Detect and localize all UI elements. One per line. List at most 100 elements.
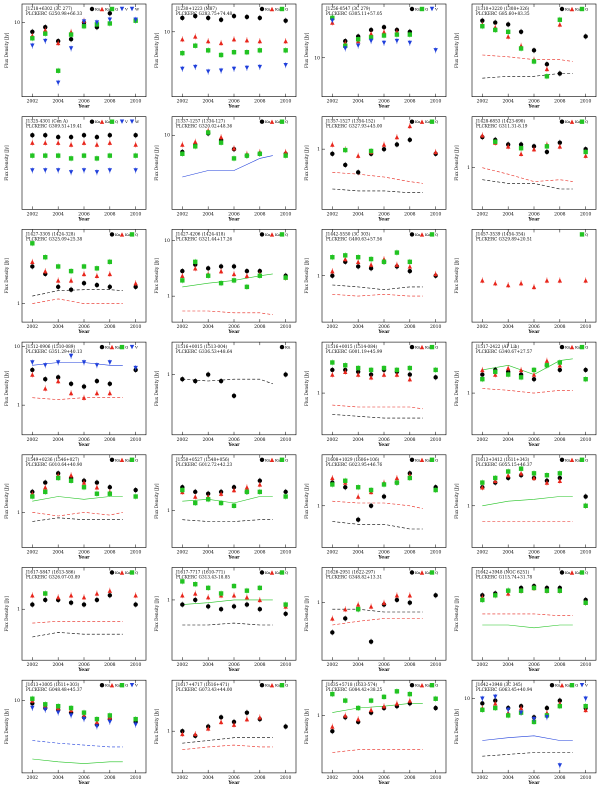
data-point-ka <box>330 616 335 621</box>
y-axis-label: Flux Density [Jy] <box>154 32 159 68</box>
x-tick-label: 2006 <box>528 99 540 105</box>
data-point-ku <box>30 367 35 373</box>
data-point-q <box>244 50 250 55</box>
y-tick-label: 1 <box>17 301 20 307</box>
data-point-ka <box>343 256 348 262</box>
source-id: PLCKERC G023.95+46.76 <box>326 462 383 467</box>
source-name: J1218+6302 (3C 277) <box>25 6 73 11</box>
legend-label-ku: Ku <box>265 457 271 462</box>
data-point-ka <box>133 593 138 598</box>
legend-marker-q <box>569 683 575 688</box>
model-curve <box>182 310 273 315</box>
data-point-v <box>81 360 87 365</box>
x-tick-label: 2010 <box>580 775 592 781</box>
data-point-v <box>505 707 511 713</box>
data-point-ku <box>557 367 563 373</box>
data-point-v <box>43 168 48 173</box>
data-point-ku <box>193 597 198 603</box>
data-point-q <box>394 367 400 373</box>
data-point-ka <box>531 475 537 481</box>
y-tick-label: 1 <box>317 147 320 153</box>
legend-label-q: Q <box>585 570 589 575</box>
panel-18: Flux Density [Jy] 1 2002 2004 2006 2008 2010 Ye… <box>154 454 297 561</box>
y-axis-label: Flux Density [Jy] <box>454 596 459 632</box>
x-tick-label: 2006 <box>228 437 240 443</box>
legend-label-ka: Ka <box>425 457 431 462</box>
data-point-ka <box>193 731 198 737</box>
data-point-q <box>283 153 288 158</box>
y-axis-label: Flux Density [Jy] <box>304 596 309 632</box>
legend-label-ka: Ka <box>115 345 121 350</box>
x-tick-label: 2010 <box>280 550 292 556</box>
data-point-ku <box>68 287 74 292</box>
y-tick-label: 1 <box>467 165 470 171</box>
legend-label-q: Q <box>435 119 439 124</box>
source-name: J1642+3948 (NGC 6251) <box>475 570 530 575</box>
data-point-ku <box>133 133 138 138</box>
legend-label-ku: Ku <box>565 570 571 575</box>
legend-label-ku: Ku <box>565 119 571 124</box>
data-point-ku <box>43 376 48 382</box>
y-axis-label: Flux Density [Jy] <box>4 709 9 745</box>
data-point-q <box>30 36 35 41</box>
source-name: J1626-2951 (1622-297) <box>325 570 375 575</box>
legend-marker-ka <box>99 119 105 124</box>
x-tick-label: 2008 <box>104 437 116 443</box>
x-tick-label: 2010 <box>430 324 442 330</box>
y-axis-label: Flux Density [Jy] <box>304 709 309 745</box>
data-point-q <box>557 588 563 593</box>
legend-marker-ka <box>419 344 425 350</box>
x-tick-label: 2004 <box>52 775 64 781</box>
data-point-ku <box>94 282 100 288</box>
data-point-ka <box>193 591 198 596</box>
data-point-ka <box>218 40 224 46</box>
data-point-q <box>407 32 413 37</box>
data-point-q <box>55 703 61 709</box>
x-axis-label: Year <box>377 104 390 110</box>
data-point-q <box>505 713 511 718</box>
legend-marker-q <box>109 119 115 124</box>
legend-marker-ka <box>569 6 575 12</box>
source-id: PLCKERC G329.89+20.51 <box>476 236 533 241</box>
data-point-q <box>68 156 74 161</box>
y-tick-label: 10 <box>164 29 170 35</box>
x-tick-label: 2002 <box>27 550 39 556</box>
data-point-q <box>283 602 288 607</box>
data-point-q <box>433 487 438 493</box>
legend-label-q: Q <box>125 683 129 688</box>
data-point-ku <box>544 149 550 155</box>
data-point-q <box>531 585 537 591</box>
data-point-v <box>283 62 288 68</box>
source-name: J1457-3539 (1454-354) <box>475 231 525 236</box>
data-point-q <box>583 149 588 155</box>
data-point-ku <box>368 503 374 508</box>
source-name: J1635+5718 (1633-574) <box>325 682 378 687</box>
x-tick-label: 2002 <box>477 662 489 668</box>
data-point-ka <box>394 372 400 377</box>
panel-13: Flux Density [Jy] 10 1 2002 2004 2006 2008 2010… <box>4 341 147 448</box>
legend-marker-ku <box>409 6 415 12</box>
x-tick-label: 2002 <box>27 211 39 217</box>
legend-marker-q <box>279 457 285 462</box>
panel-3: Flux Density [Jy] 10 2002 2004 2006 2008 2010 Y… <box>304 3 447 110</box>
data-point-ka <box>381 600 387 605</box>
plot-frame <box>321 229 447 323</box>
panel-15: Flux Density [Jy] 1 2002 2004 2006 2008 2010 Ye… <box>304 341 447 448</box>
x-tick-label: 2002 <box>27 775 39 781</box>
legend-marker-ka <box>419 232 425 237</box>
legend-label-v: V <box>584 683 588 688</box>
x-tick-label: 2008 <box>254 775 266 781</box>
data-point-ka <box>231 487 237 493</box>
data-point-ka <box>343 607 348 612</box>
data-point-ku <box>43 597 48 603</box>
data-point-q <box>557 703 563 709</box>
x-axis-label: Year <box>77 667 90 673</box>
data-point-q <box>381 259 387 265</box>
x-tick-label: 2010 <box>430 211 442 217</box>
data-point-ku <box>94 378 100 384</box>
data-point-ku <box>531 376 537 382</box>
data-point-q <box>368 367 374 373</box>
data-point-q <box>355 607 361 612</box>
source-id: PLCKERC G073.43+44.00 <box>176 687 233 692</box>
panel-25: Flux Density [Jy] 10 2002 2004 2006 2008 2010 Y… <box>4 679 147 786</box>
